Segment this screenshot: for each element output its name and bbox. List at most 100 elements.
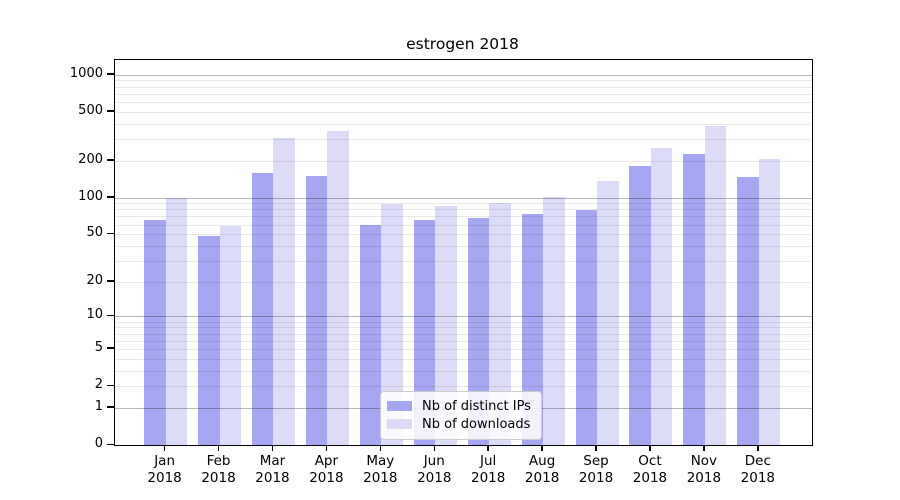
x-tick-label-jan: Jan 2018 [133, 453, 197, 487]
x-tick-month: Jun [423, 453, 445, 469]
x-tick-mark [163, 445, 166, 451]
x-tick-label-feb: Feb 2018 [187, 453, 251, 487]
y-tick-mark [107, 73, 114, 75]
x-tick-mark [217, 445, 220, 451]
y-tick-mark [107, 280, 114, 282]
y-tick-mark [107, 347, 114, 349]
bar-distinct-ips-jun [413, 220, 436, 445]
x-tick-mark [433, 445, 435, 451]
y-tick-label: 10 [86, 307, 103, 323]
x-tick-label-nov: Nov 2018 [672, 453, 736, 487]
y-tick-mark [107, 443, 114, 445]
bar-distinct-ips-dec [737, 177, 759, 445]
x-tick-year: 2018 [632, 470, 668, 486]
x-tick-month: Dec [744, 453, 771, 469]
x-tick-month: May [366, 453, 395, 469]
y-tick-label: 5 [94, 339, 103, 355]
x-tick-month: Sep [583, 453, 609, 469]
bar-distinct-ips-nov [683, 154, 705, 445]
x-tick-year: 2018 [363, 470, 398, 486]
bar-distinct-ips-jan [144, 219, 166, 445]
y-tick-mark [107, 384, 114, 387]
y-tick-mark [107, 159, 114, 161]
x-tick-mark [379, 445, 382, 451]
bar-downloads-mar [273, 138, 295, 445]
legend-row-distinct-ips: Nb of distinct IPs [387, 397, 541, 415]
x-tick-mark [271, 445, 274, 451]
bar-downloads-jun [435, 205, 457, 445]
bar-downloads-sep [597, 180, 619, 445]
bar-distinct-ips-jul [467, 218, 490, 445]
bar-distinct-ips-mar [251, 172, 274, 445]
x-tick-mark [703, 445, 705, 451]
bar-distinct-ips-sep [575, 210, 598, 445]
legend-label-distinct-ips: Nb of distinct IPs [422, 398, 531, 414]
x-tick-year: 2018 [524, 470, 560, 486]
y-tick-label: 2 [94, 377, 103, 393]
legend-swatch-downloads [387, 418, 412, 430]
x-tick-label-jul: Jul 2018 [456, 453, 520, 487]
x-tick-month: Jul [480, 453, 497, 469]
x-tick-label-dec: Dec 2018 [726, 453, 790, 487]
y-tick-label: 200 [78, 151, 103, 167]
bar-distinct-ips-apr [305, 176, 328, 445]
bar-downloads-aug [543, 196, 565, 445]
x-tick-year: 2018 [255, 470, 290, 486]
y-tick-label: 1000 [69, 65, 103, 81]
x-tick-year: 2018 [309, 470, 344, 486]
x-tick-month: Apr [314, 453, 339, 469]
y-tick-mark [107, 314, 114, 317]
x-tick-label-mar: Mar 2018 [240, 453, 304, 487]
x-tick-year: 2018 [470, 470, 506, 486]
x-tick-mark [487, 445, 489, 451]
y-tick-label: 100 [78, 188, 103, 204]
bar-distinct-ips-feb [198, 236, 220, 445]
x-tick-mark [757, 445, 759, 451]
x-tick-month: Mar [259, 453, 286, 469]
x-tick-month: Feb [206, 453, 231, 469]
x-tick-month: Oct [638, 453, 662, 469]
plot-area: Nb of distinct IPs Nb of downloads [114, 59, 813, 446]
y-tick-mark [107, 232, 114, 235]
x-tick-label-sep: Sep 2018 [564, 453, 628, 487]
bar-downloads-oct [650, 148, 673, 445]
bars-layer [115, 60, 812, 445]
bar-downloads-jul [489, 203, 511, 445]
x-tick-mark [649, 445, 651, 451]
bar-downloads-dec [758, 159, 781, 445]
x-tick-year: 2018 [147, 470, 182, 486]
legend-swatch-distinct-ips [387, 400, 412, 412]
y-tick-mark [107, 196, 114, 198]
bar-downloads-apr [327, 130, 349, 445]
y-tick-mark [107, 110, 114, 112]
x-tick-mark [325, 445, 328, 451]
y-tick-label: 0 [94, 436, 103, 451]
x-tick-label-oct: Oct 2018 [618, 453, 682, 487]
y-tick-label: 500 [78, 102, 103, 118]
x-tick-mark [541, 445, 543, 451]
legend: Nb of distinct IPs Nb of downloads [380, 391, 542, 440]
x-tick-year: 2018 [578, 470, 614, 486]
y-tick-label: 50 [86, 225, 103, 241]
x-tick-label-jun: Jun 2018 [402, 453, 466, 487]
y-tick-label: 20 [86, 272, 103, 288]
legend-label-downloads: Nb of downloads [422, 416, 531, 432]
bar-distinct-ips-aug [521, 214, 544, 445]
bar-downloads-feb [219, 226, 242, 445]
y-tick-mark [107, 406, 114, 408]
x-tick-year: 2018 [201, 470, 236, 486]
chart-title: estrogen 2018 [406, 35, 519, 53]
x-tick-label-aug: Aug 2018 [510, 453, 574, 487]
x-tick-month: Nov [690, 453, 718, 469]
bar-downloads-jan [165, 197, 188, 445]
x-tick-year: 2018 [417, 470, 452, 486]
x-tick-year: 2018 [740, 470, 775, 486]
x-tick-label-may: May 2018 [348, 453, 412, 487]
x-tick-label-apr: Apr 2018 [294, 453, 358, 487]
legend-row-downloads: Nb of downloads [387, 415, 541, 433]
x-tick-year: 2018 [686, 470, 722, 486]
x-tick-month: Jan [154, 453, 175, 469]
bar-downloads-may [381, 204, 403, 445]
bar-downloads-nov [704, 126, 727, 445]
